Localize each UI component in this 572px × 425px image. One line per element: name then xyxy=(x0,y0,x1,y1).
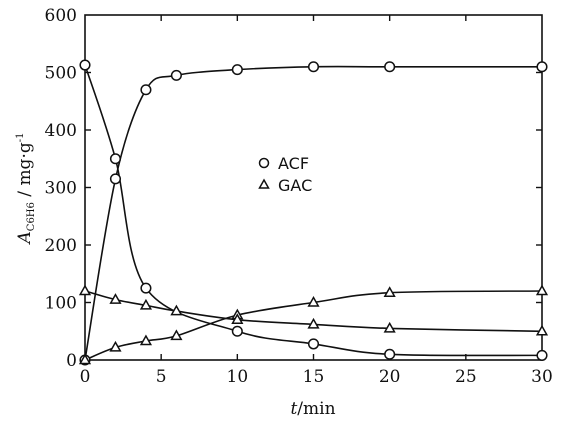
x-tick-label: 0 xyxy=(80,367,91,387)
gac-adsorption-point xyxy=(139,334,153,346)
gac-desorption-point xyxy=(78,284,92,296)
acf-adsorption-point xyxy=(231,64,243,76)
gac-adsorption-line xyxy=(84,290,543,361)
acf-desorption-point xyxy=(231,325,243,337)
y-tick-label: 200 xyxy=(45,236,77,256)
acf-adsorption-point xyxy=(170,69,182,81)
y-axis-label: AC6H6 / mg·g-1 xyxy=(15,133,37,246)
acf-desorption-point xyxy=(536,349,548,361)
x-tick-label: 20 xyxy=(379,367,401,387)
data-curves xyxy=(84,64,543,361)
x-tick-label: 30 xyxy=(531,367,553,387)
acf-adsorption-point xyxy=(536,61,548,73)
acf-adsorption-point xyxy=(140,84,152,96)
gac-adsorption-point xyxy=(109,340,122,352)
legend-acf-circle-icon xyxy=(258,157,270,169)
acf-desorption-point xyxy=(79,59,91,71)
acf-adsorption-point xyxy=(307,61,320,73)
gac-desorption-point xyxy=(535,324,549,336)
y-tick-label: 600 xyxy=(45,6,77,26)
acf-desorption-line xyxy=(84,64,543,357)
gac-adsorption-point xyxy=(383,286,396,297)
x-tick-label: 25 xyxy=(455,367,477,387)
acf-desorption-point xyxy=(140,282,152,294)
acf-desorption-point xyxy=(384,348,396,360)
y-tick-label: 500 xyxy=(45,64,77,84)
acf-adsorption-line xyxy=(84,65,542,361)
gac-desorption-point xyxy=(231,313,244,324)
y-tick-label: 100 xyxy=(45,294,77,314)
gac-adsorption-point xyxy=(170,329,183,341)
acf-desorption-point xyxy=(109,153,122,165)
y-tick-label: 300 xyxy=(45,179,77,199)
acf-adsorption-point xyxy=(384,61,396,73)
legend-gac-triangle-icon xyxy=(258,178,270,189)
x-axis-title: t/min xyxy=(290,399,335,419)
gac-adsorption-point xyxy=(307,295,320,307)
x-tick-label: 5 xyxy=(156,367,167,387)
gac-desorption-point xyxy=(307,317,320,329)
gac-desorption-point xyxy=(139,298,153,310)
gac-adsorption-point xyxy=(78,353,92,365)
acf-desorption-point xyxy=(307,338,320,350)
acf-adsorption-point xyxy=(109,173,122,185)
x-tick-label: 10 xyxy=(227,367,249,387)
legend: ACF GAC xyxy=(258,154,312,195)
x-tick-label: 15 xyxy=(303,367,325,387)
data-markers xyxy=(78,59,549,366)
y-tick-label: 0 xyxy=(66,351,77,371)
gac-desorption-point xyxy=(109,293,122,304)
gac-desorption-point xyxy=(170,304,183,316)
y-tick-label: 400 xyxy=(45,121,77,141)
y-axis-title: AC6H6 / mg·g-1 xyxy=(15,133,37,246)
gac-desorption-point xyxy=(383,321,396,333)
legend-acf-label: ACF xyxy=(278,154,309,173)
x-axis-label: t/min xyxy=(290,399,335,419)
legend-gac-label: GAC xyxy=(278,176,312,195)
gac-adsorption-point xyxy=(535,284,549,296)
